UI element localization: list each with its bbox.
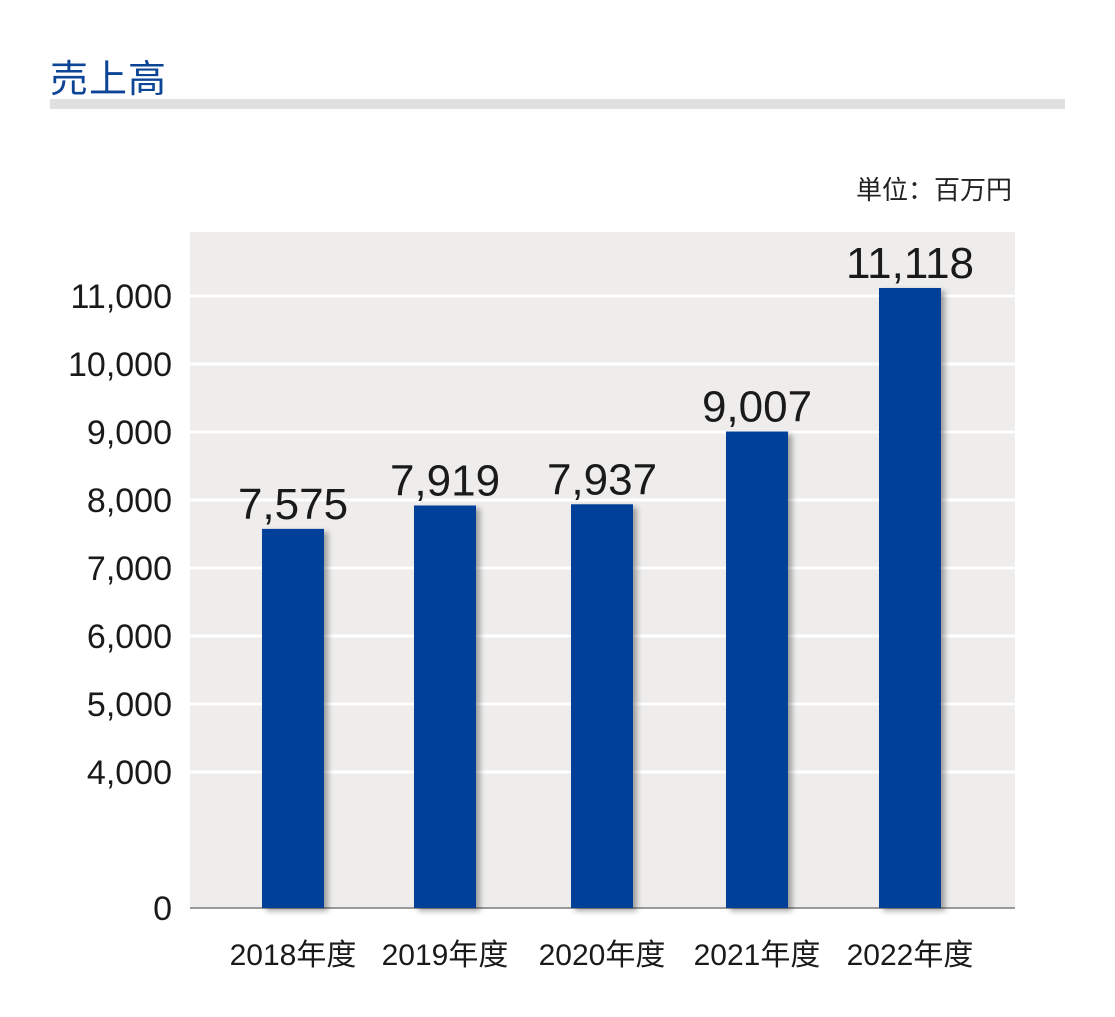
- unit-label: 単位：百万円: [855, 175, 1012, 205]
- x-tick-label: 2022年度: [847, 939, 974, 972]
- page-title: 売上高: [50, 59, 168, 101]
- y-tick-label: 0: [153, 890, 172, 928]
- data-label: 7,919: [390, 457, 500, 506]
- title-divider: [50, 99, 1065, 109]
- bar: [571, 504, 633, 908]
- data-label: 7,575: [238, 480, 348, 529]
- data-label: 9,007: [702, 383, 812, 432]
- y-tick-label: 9,000: [87, 414, 172, 452]
- x-tick-label: 2020年度: [539, 939, 666, 972]
- x-tick-label: 2019年度: [382, 939, 509, 972]
- data-labels: 7,575 7,919 7,937 9,007 11,118: [238, 239, 974, 529]
- y-tick-label: 11,000: [71, 278, 172, 316]
- y-tick-label: 4,000: [87, 754, 172, 792]
- y-tick-label: 10,000: [68, 346, 172, 384]
- x-tick-label: 2021年度: [694, 939, 821, 972]
- data-label: 11,118: [846, 239, 974, 288]
- bar: [262, 528, 324, 908]
- y-tick-label: 5,000: [87, 686, 172, 724]
- y-axis-labels: 0 4,000 5,000 6,000 7,000 8,000 9,000 10,000 11,…: [68, 278, 172, 928]
- y-tick-label: 6,000: [87, 618, 172, 656]
- y-tick-label: 7,000: [87, 550, 172, 588]
- bar: [726, 431, 788, 908]
- x-tick-label: 2018年度: [230, 939, 357, 972]
- y-tick-label: 8,000: [87, 482, 172, 520]
- category-labels: 2018年度 2019年度 2020年度 2021年度 2022年度: [230, 939, 974, 972]
- bars: [262, 287, 941, 908]
- bar: [879, 287, 941, 908]
- data-label: 7,937: [547, 455, 657, 504]
- bar: [414, 505, 476, 908]
